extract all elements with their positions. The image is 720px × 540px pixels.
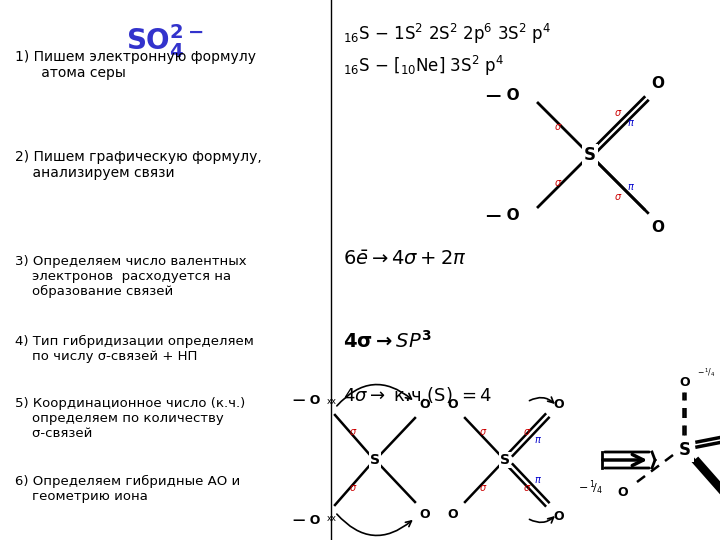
Text: O: O [680, 375, 690, 388]
Text: — O: — O [292, 514, 320, 526]
Text: π: π [534, 475, 540, 485]
Text: O: O [618, 485, 629, 498]
Text: S: S [500, 453, 510, 467]
FancyArrowPatch shape [529, 517, 554, 523]
Text: 1) Пишем электронную формулу
      атома серы: 1) Пишем электронную формулу атома серы [15, 50, 256, 80]
Text: σ: σ [555, 122, 561, 132]
Text: S: S [679, 441, 691, 459]
Text: π: π [627, 182, 633, 192]
Text: σ: σ [350, 483, 356, 493]
FancyArrowPatch shape [337, 384, 411, 406]
Text: σ: σ [555, 178, 561, 188]
Text: O: O [420, 399, 431, 411]
Text: O: O [554, 397, 564, 410]
Text: O: O [448, 509, 459, 522]
Text: σ: σ [480, 483, 486, 493]
Text: 3) Определяем число валентных
    электронов  расходуется на
    образование свя: 3) Определяем число валентных электронов… [15, 255, 247, 298]
Text: xx: xx [327, 514, 337, 523]
FancyArrowPatch shape [529, 397, 554, 403]
Text: σ: σ [615, 108, 621, 118]
Text: π: π [534, 435, 540, 445]
Text: $\mathit{\mathbf{SO_4^{2-}}}$: $\mathit{\mathbf{SO_4^{2-}}}$ [126, 22, 204, 60]
Text: π: π [627, 118, 633, 128]
Text: S: S [584, 146, 596, 164]
Text: O: O [652, 219, 665, 234]
Text: σ: σ [480, 427, 486, 437]
Text: S: S [370, 453, 380, 467]
Text: σ: σ [615, 192, 621, 202]
Text: σ: σ [524, 483, 530, 493]
Text: O: O [420, 509, 431, 522]
Text: O: O [554, 510, 564, 523]
Text: 5) Координационное число (к.ч.)
    определяем по количеству
    σ-связей: 5) Координационное число (к.ч.) определя… [15, 397, 246, 440]
Text: — O: — O [292, 394, 320, 407]
Text: $^{-\,^{1}\!/_{4}}$: $^{-\,^{1}\!/_{4}}$ [697, 370, 715, 380]
FancyArrowPatch shape [337, 514, 411, 536]
Text: $-\,^{1}\!/_{4}$: $-\,^{1}\!/_{4}$ [578, 479, 603, 497]
Text: 4) Тип гибридизации определяем
    по числу σ-связей + НП: 4) Тип гибридизации определяем по числу … [15, 335, 254, 363]
Text: — O: — O [487, 87, 520, 103]
Text: O: O [652, 76, 665, 91]
Text: σ: σ [350, 427, 356, 437]
Text: σ: σ [524, 427, 530, 437]
Text: $\mathit{4\sigma \rightarrow}$ к.ч.(S) $\mathit{= 4}$: $\mathit{4\sigma \rightarrow}$ к.ч.(S) $… [343, 385, 492, 405]
Text: 2) Пишем графическую формулу,
    анализируем связи: 2) Пишем графическую формулу, анализируе… [15, 150, 262, 180]
Text: xx: xx [327, 397, 337, 406]
Text: — O: — O [487, 207, 520, 222]
Text: 6) Определяем гибридные АО и
    геометрию иона: 6) Определяем гибридные АО и геометрию и… [15, 475, 240, 503]
Text: $_{16}$S $-$ 1S$^2$ 2S$^2$ 2p$^6$ 3S$^2$ p$^4$: $_{16}$S $-$ 1S$^2$ 2S$^2$ 2p$^6$ 3S$^2$… [343, 22, 551, 46]
Text: $\mathit{6\bar{e} \rightarrow 4\sigma + 2\pi}$: $\mathit{6\bar{e} \rightarrow 4\sigma + … [343, 250, 467, 269]
Text: O: O [448, 399, 459, 411]
Text: $_{16}$S $-$ [$_{10}$Ne] 3S$^2$ p$^4$: $_{16}$S $-$ [$_{10}$Ne] 3S$^2$ p$^4$ [343, 54, 504, 78]
Text: $\mathbf{4\sigma \rightarrow \mathit{SP}^3}$: $\mathbf{4\sigma \rightarrow \mathit{SP}… [343, 330, 432, 352]
